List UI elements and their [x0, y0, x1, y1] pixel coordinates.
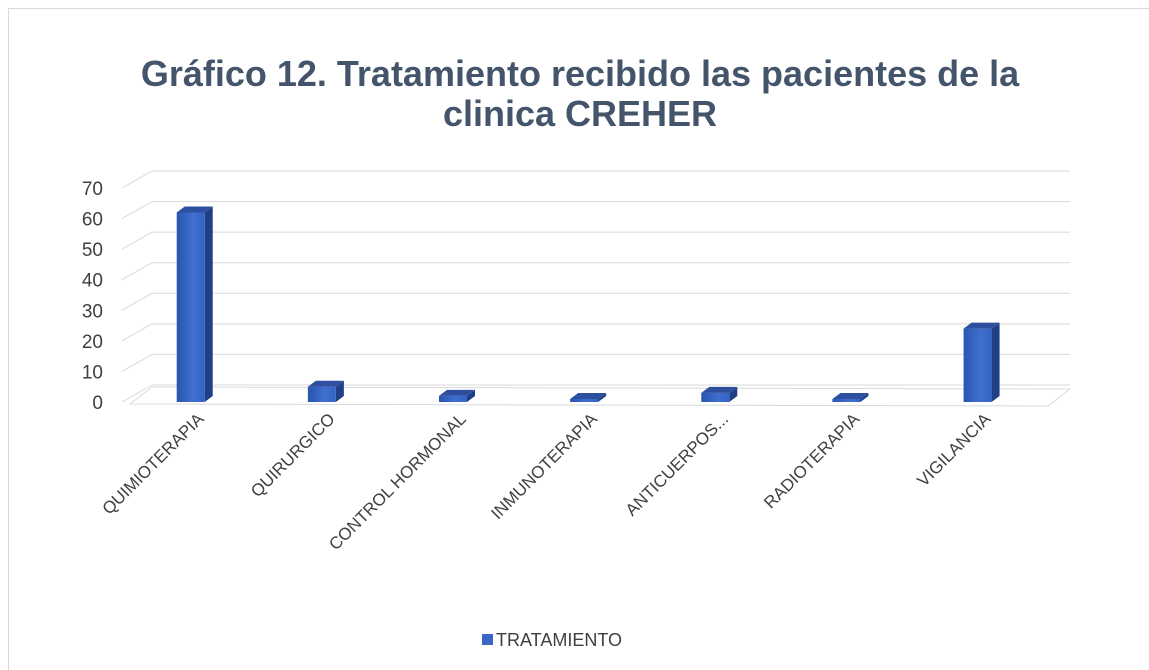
y-tick-label: 20 — [82, 332, 103, 353]
grid-line — [121, 170, 1070, 189]
legend-label: TRATAMIENTO — [496, 630, 622, 650]
grid-line — [121, 323, 1070, 342]
y-tick-label: 50 — [82, 240, 103, 261]
bar-front — [832, 398, 861, 402]
bar-top — [963, 322, 1000, 329]
bar-top — [439, 389, 476, 396]
floor — [128, 386, 1072, 407]
bar-front — [570, 398, 599, 402]
bar — [963, 322, 1000, 402]
y-tick-label: 30 — [82, 301, 103, 322]
bar-side — [598, 392, 607, 402]
bar-side — [729, 386, 738, 402]
bar — [439, 389, 476, 402]
y-tick-label: 60 — [82, 210, 103, 231]
bar-front — [701, 392, 730, 402]
legend-swatch — [482, 634, 493, 645]
grid-line — [121, 231, 1070, 250]
grid-line — [121, 384, 1070, 403]
bar-side — [467, 389, 476, 402]
bar-side — [860, 392, 869, 402]
bar-front — [963, 328, 992, 402]
bar-side — [204, 206, 213, 402]
bar-top — [307, 380, 344, 387]
bar-top — [176, 206, 213, 213]
grid-line — [121, 201, 1070, 220]
bar — [176, 206, 213, 402]
y-tick-label: 70 — [82, 179, 103, 200]
bar-side — [335, 380, 344, 402]
y-tick-label: 10 — [82, 362, 103, 383]
bar-top — [832, 392, 869, 399]
bar-top — [570, 392, 607, 399]
bar-top — [701, 386, 738, 393]
grid-line — [121, 292, 1070, 311]
chart-title-line: clinica CREHER — [443, 93, 717, 134]
y-tick-label: 40 — [82, 271, 103, 292]
bar — [701, 386, 738, 402]
bar-front — [176, 212, 205, 402]
grid-line — [121, 262, 1070, 281]
chart-title-line: Gráfico 12. Tratamiento recibido las pac… — [141, 53, 1020, 94]
bar — [570, 392, 607, 402]
bar-side — [991, 322, 1000, 402]
bar-front — [439, 395, 468, 402]
bar — [832, 392, 869, 402]
y-tick-label: 0 — [92, 393, 103, 414]
bar-front — [307, 386, 336, 402]
bar — [307, 380, 344, 402]
grid-line — [121, 353, 1070, 372]
